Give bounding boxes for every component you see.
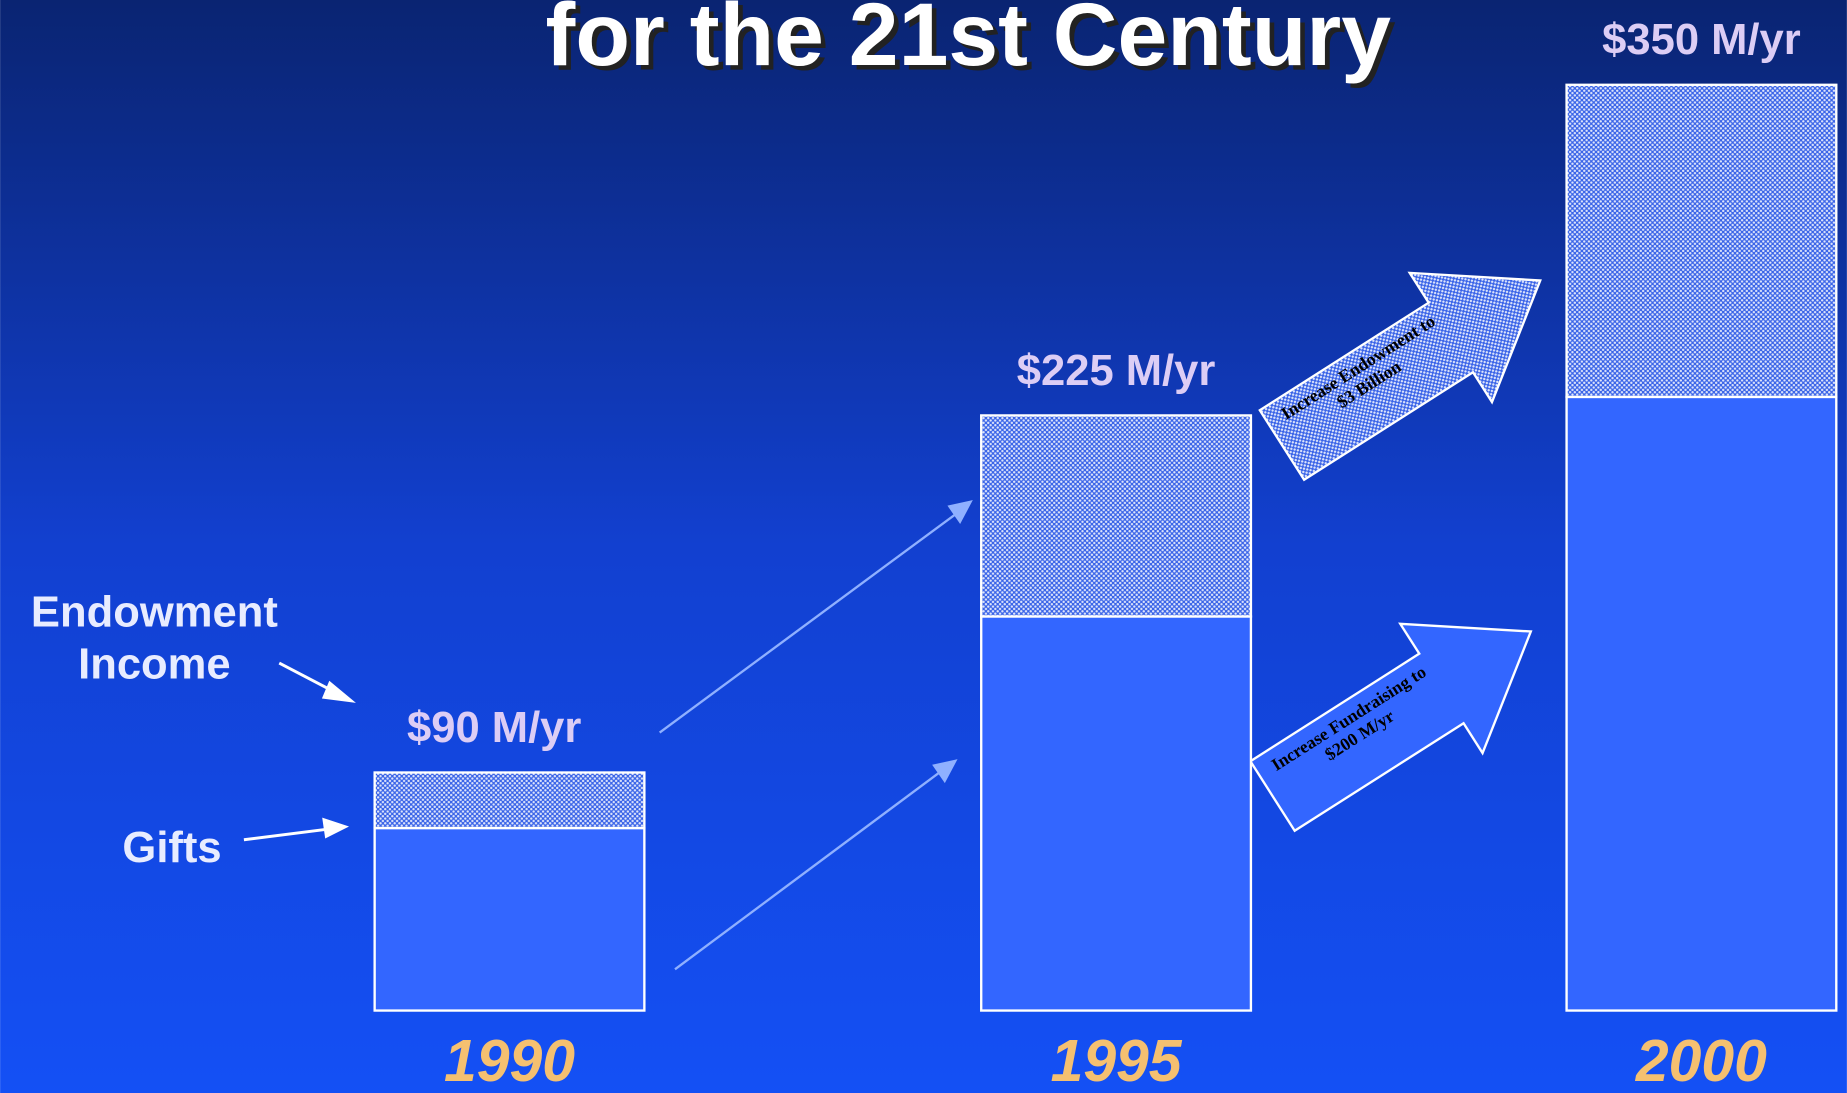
endowment-bar xyxy=(1565,83,1838,399)
total-label: $90 M/yr xyxy=(407,704,581,752)
total-label: $225 M/yr xyxy=(1017,347,1216,395)
legend-endowment: Endowment Income xyxy=(30,587,278,689)
legend-pointers xyxy=(243,661,356,842)
trend-arrows xyxy=(658,500,973,971)
chart-title: for the 21st Century xyxy=(546,0,1392,84)
x-tick-label: 1995 xyxy=(1051,1029,1183,1093)
legend-gifts: Gifts xyxy=(122,824,221,872)
gifts-bar xyxy=(1565,395,1838,1012)
endowment-arrow: Increase Endowment to $3 Billion xyxy=(1258,271,1542,482)
total-label: $350 M/yr xyxy=(1602,16,1801,64)
gifts-bar xyxy=(980,615,1253,1012)
title-shadow: for the 21st Century xyxy=(550,0,1396,88)
x-tick-label: 2000 xyxy=(1635,1029,1767,1093)
endowment-bar xyxy=(373,771,646,830)
gifts-bar xyxy=(373,826,646,1012)
x-tick-label: 1990 xyxy=(444,1029,575,1093)
endowment-bar xyxy=(980,414,1253,618)
fundraising-arrow: Increase Fundraising to $200 M/yr xyxy=(1248,622,1533,833)
